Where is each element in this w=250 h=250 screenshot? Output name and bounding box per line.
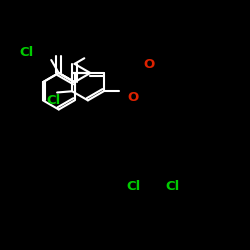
Text: Cl: Cl <box>46 94 60 108</box>
Text: O: O <box>144 58 155 71</box>
Text: Cl: Cl <box>165 180 179 193</box>
Text: Cl: Cl <box>20 46 34 59</box>
Text: O: O <box>127 91 138 104</box>
Text: Cl: Cl <box>126 180 140 193</box>
